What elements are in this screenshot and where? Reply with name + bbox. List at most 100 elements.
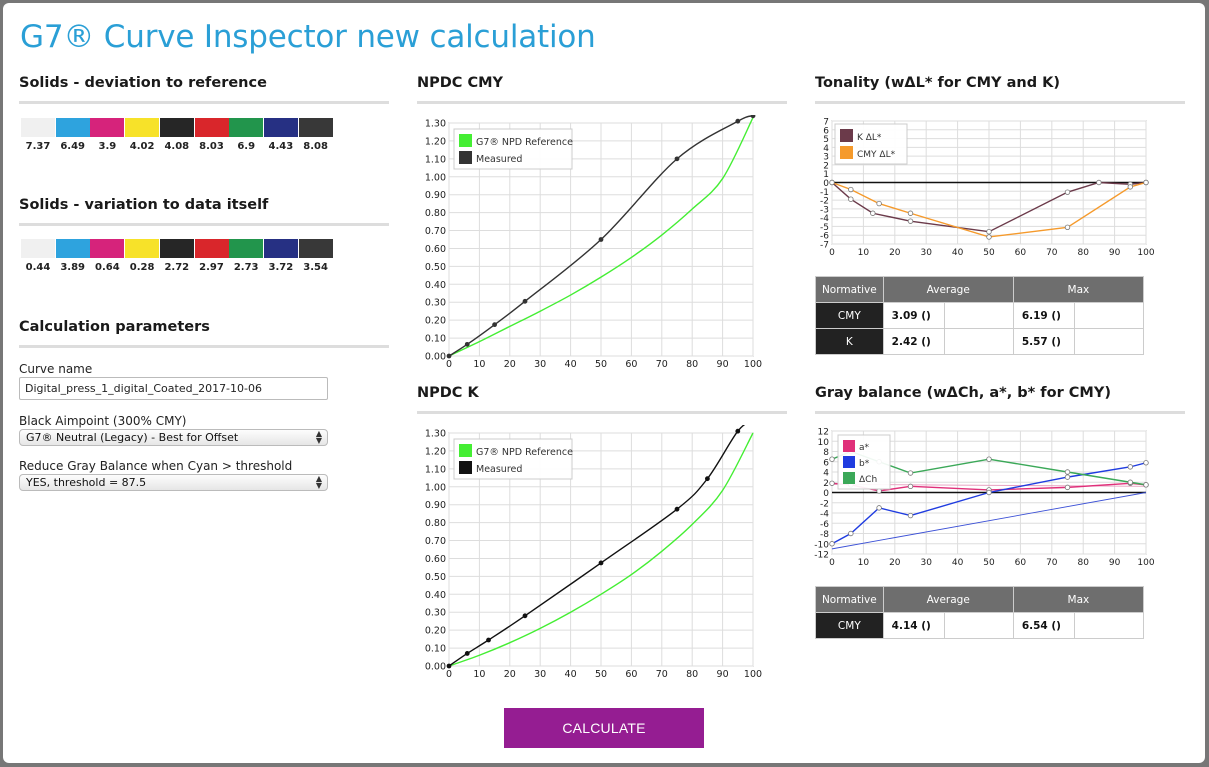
table-row: CMY 3.09 () 6.19 () [815, 302, 1144, 329]
swatch-value: 7.37 [25, 141, 51, 152]
y-tick-label: 6 [823, 126, 829, 136]
y-tick-label: 1.00 [425, 482, 446, 493]
color-swatch [21, 239, 55, 258]
data-point [464, 651, 470, 656]
x-tick-label: 80 [686, 669, 698, 680]
x-tick-label: 40 [952, 558, 964, 568]
y-tick-label: 6 [823, 458, 829, 468]
y-tick-label: 0.70 [425, 536, 446, 547]
data-point [907, 470, 914, 476]
x-tick-label: 40 [565, 359, 577, 370]
divider [417, 411, 787, 414]
swatch-value: 0.28 [129, 262, 155, 273]
y-tick-label: 0 [823, 179, 829, 189]
x-tick-label: 0 [829, 558, 835, 568]
y-tick-label: 0.40 [425, 280, 446, 291]
swatch-value: 0.64 [95, 262, 120, 273]
data-point [522, 613, 528, 619]
y-tick-label: 5 [823, 135, 829, 145]
y-tick-label: 4 [823, 469, 829, 479]
x-tick-label: 40 [565, 669, 577, 680]
black-aimpoint-select[interactable]: G7® Neutral (Legacy) - Best for Offset ▲… [19, 429, 328, 446]
data-point [907, 218, 914, 224]
x-tick-label: 10 [473, 669, 485, 680]
x-tick-label: 100 [744, 669, 762, 680]
x-tick-label: 90 [717, 669, 729, 680]
swatch-value: 2.97 [199, 262, 224, 273]
swatch-value: 3.54 [303, 262, 328, 273]
x-tick-label: 20 [889, 558, 901, 568]
y-tick-label: 0.80 [425, 208, 446, 219]
table-header: Average [882, 276, 1014, 303]
x-tick-label: 20 [504, 359, 516, 370]
x-tick-label: 100 [744, 359, 762, 370]
legend-label: a* [859, 443, 870, 453]
y-tick-label: -7 [820, 241, 829, 251]
divider [815, 101, 1185, 104]
tonality-chart: 0 10 20 30 40 50 60 70 80 90 10076543210-1-2-3-4-5… [820, 118, 1155, 259]
data-point [848, 196, 854, 202]
data-point [870, 210, 876, 216]
data-point [1096, 179, 1102, 186]
select-arrows-icon: ▲ ▼ [315, 429, 322, 445]
legend [453, 438, 573, 480]
y-tick-label: -3 [820, 205, 829, 215]
select-arrows-icon: ▲ ▼ [315, 474, 322, 490]
y-tick-label: 0.70 [425, 226, 446, 237]
legend-swatch [459, 444, 472, 457]
tonality-table: Normative Average Max CMY 3.09 () 6.19 (… [815, 276, 1145, 355]
data-point [1064, 469, 1071, 475]
gray-balance-table: Normative Average Max CMY 4.14 () 6.54 (… [815, 586, 1145, 639]
legend [453, 128, 573, 170]
swatch-value: 6.49 [60, 141, 86, 152]
data-point [907, 483, 914, 490]
legend-swatch [459, 151, 472, 164]
y-tick-label: -8 [820, 530, 829, 540]
legend-swatch [459, 461, 472, 474]
x-tick-label: 40 [952, 248, 964, 258]
curve-name-input[interactable] [19, 377, 328, 400]
y-tick-label: 7 [823, 118, 829, 128]
y-tick-label: 1 [823, 170, 829, 180]
solids-variation-heading: Solids - variation to data itself [19, 197, 269, 213]
average-value: 4.14 () [882, 612, 946, 639]
color-swatch [263, 239, 298, 258]
y-tick-label: 0.20 [425, 626, 446, 637]
color-swatch [90, 239, 125, 258]
npdc-k-heading: NPDC K [417, 385, 479, 401]
solids-deviation-heading: Solids - deviation to reference [19, 75, 267, 91]
x-tick-label: 60 [625, 669, 637, 680]
data-point [1064, 224, 1071, 231]
table-row: K 2.42 () 5.57 () [815, 328, 1144, 355]
divider [815, 411, 1185, 414]
x-tick-label: 30 [534, 669, 546, 680]
gray-balance-heading: Gray balance (wΔCh, a*, b* for CMY) [815, 385, 1111, 401]
reduce-gray-select[interactable]: YES, threshold = 87.5 ▲ ▼ [19, 474, 328, 491]
y-tick-label: -5 [820, 223, 829, 233]
data-point [1064, 474, 1071, 480]
x-tick-label: 60 [625, 359, 637, 370]
color-swatch [229, 239, 264, 258]
x-tick-label: 70 [1046, 248, 1058, 258]
data-point [829, 456, 835, 462]
x-tick-label: 60 [1015, 248, 1027, 258]
y-tick-label: -1 [820, 188, 829, 198]
table-header: Average [882, 586, 1014, 613]
x-tick-label: 30 [920, 558, 932, 568]
color-swatch [55, 118, 90, 137]
color-swatch [298, 239, 333, 258]
tonality-heading: Tonality (wΔL* for CMY and K) [815, 75, 1061, 91]
series-line [831, 462, 1147, 545]
x-tick-label: 50 [595, 669, 607, 680]
calculate-button[interactable]: CALCULATE [504, 708, 704, 748]
data-point [1143, 460, 1149, 466]
x-tick-label: 10 [473, 359, 485, 370]
series-line [448, 115, 754, 357]
table-header: Normative [815, 276, 884, 303]
data-point [986, 234, 992, 240]
data-point [598, 237, 604, 242]
row-label: K [815, 328, 884, 355]
legend-label: CMY ΔL* [857, 150, 896, 160]
max-value: 5.57 () [1012, 328, 1076, 355]
x-tick-label: 10 [858, 558, 870, 568]
